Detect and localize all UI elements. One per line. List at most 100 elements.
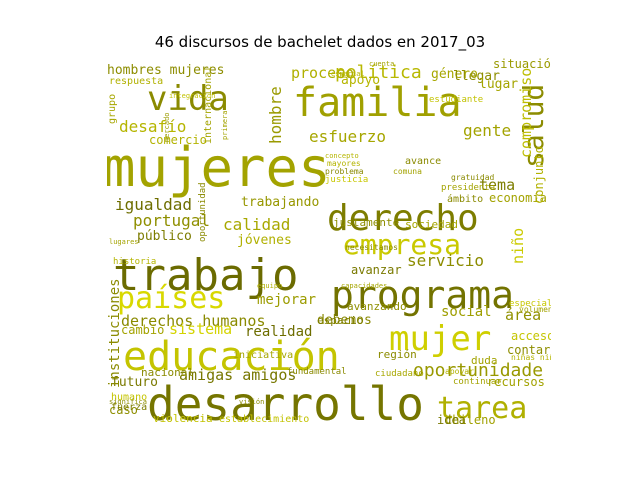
cloud-word: política [335, 62, 422, 83]
cloud-word: oportunidad [198, 182, 208, 242]
cloud-word: especialmente [509, 299, 551, 309]
cloud-word: economía [489, 191, 547, 205]
cloud-word: género [431, 67, 478, 82]
cloud-word: desafío [119, 117, 186, 136]
cloud-word: trabajando [241, 195, 319, 210]
cloud-word: sistema [169, 320, 232, 338]
cloud-word: jóvenes [237, 233, 292, 248]
cloud-word: igualdad [115, 195, 192, 214]
cloud-word: recursos [487, 375, 545, 389]
cloud-word: nacional [141, 366, 194, 379]
cloud-word: programa [331, 273, 514, 317]
cloud-word: mujeres [107, 136, 331, 199]
cloud-word: sociedad [405, 218, 458, 231]
cloud-word: iniciativa [233, 350, 293, 361]
cloud-word: significa [109, 398, 147, 406]
cloud-word: social [441, 304, 492, 320]
cloud-word: respuesta [109, 76, 163, 87]
cloud-word: área [505, 306, 541, 324]
cloud-word: realidad [245, 324, 312, 340]
cloud-word: público [137, 229, 192, 244]
cloud-word: equipo [257, 282, 282, 290]
cloud-word: proceso [291, 64, 354, 82]
cloud-word: mejorar [257, 292, 316, 308]
cloud-word: esfuerzo [309, 127, 386, 146]
cloud-word: situación [493, 58, 551, 71]
cloud-word: comuna [393, 167, 422, 176]
cloud-word: primera [221, 110, 229, 140]
word-cloud-canvas: mujeres trabajo familia derecho programa educ… [107, 58, 551, 428]
cloud-word: avance [405, 156, 441, 167]
cloud-word: gente [463, 121, 511, 140]
cloud-word: lugar [479, 77, 518, 92]
cloud-word: espacial [331, 70, 365, 78]
cloud-word: trabajo [113, 250, 298, 301]
cloud-word: derecho [327, 198, 479, 239]
cloud-word: países [117, 281, 225, 316]
cloud-word: problema [325, 167, 364, 176]
cloud-word: gratuidad [451, 173, 495, 182]
cloud-word: servicio [407, 251, 484, 270]
cloud-word: apoyo [341, 73, 380, 88]
cloud-word: mujer [389, 319, 491, 359]
cloud-word: desarrollo [147, 377, 424, 428]
cloud-word: fuerza [111, 402, 147, 413]
cloud-word: capacidades [341, 282, 387, 290]
word-cloud: mujeres trabajo familia derecho programa educ… [107, 58, 551, 428]
cloud-word: niñas niños [511, 353, 551, 362]
cloud-word: estudiante [429, 95, 483, 105]
cloud-word: presidenta [441, 183, 495, 193]
cloud-word: amigas amigos [179, 366, 296, 384]
cloud-word: justamente [333, 216, 399, 229]
cloud-word: avanzar [351, 263, 402, 277]
cloud-word: idea [437, 413, 466, 427]
cloud-word: niño [509, 228, 527, 264]
cloud-word: instituciones [107, 278, 123, 388]
cloud-word: internacional [203, 66, 214, 144]
cloud-word: concepto [325, 152, 359, 160]
cloud-word: historia [113, 257, 156, 267]
cloud-word: calidad [223, 215, 290, 234]
cloud-word: región [377, 348, 417, 361]
cloud-word: portugal [133, 211, 210, 230]
cloud-word: futuro [111, 375, 158, 390]
cloud-word: mercado [163, 112, 171, 142]
cloud-word: chileno [445, 413, 496, 427]
cloud-word: grupo [107, 94, 118, 124]
cloud-word: visión [239, 398, 264, 406]
cloud-word: integración [169, 92, 215, 100]
cloud-word: contar [507, 343, 550, 357]
cloud-word: debemos [317, 313, 372, 328]
cloud-word: llegar [453, 69, 500, 84]
cloud-word: cambio [121, 323, 164, 337]
cloud-word: salud [517, 84, 550, 168]
cloud-word: volumen [519, 305, 551, 314]
cloud-word: cuenta [369, 60, 394, 68]
cloud-word: acceso [511, 329, 551, 343]
cloud-word: violencia [153, 412, 213, 425]
cloud-word: comercio [149, 133, 207, 147]
cloud-word: justicia [325, 175, 368, 185]
cloud-word: avanzando [347, 300, 407, 313]
cloud-word: tarea [437, 391, 527, 426]
cloud-word: educación [123, 334, 340, 380]
cloud-word: conjunto [532, 146, 546, 204]
cloud-word: hombres mujeres [107, 63, 224, 78]
figure-title: 46 discursos de bachelet dados en 2017_0… [154, 33, 486, 51]
cloud-word: necesitamos [345, 243, 398, 252]
cloud-word: empresa [343, 228, 461, 261]
cloud-word: humano [111, 392, 147, 403]
cloud-word: lugares [109, 238, 139, 246]
cloud-word: apoyar [445, 367, 474, 376]
cloud-word: duda [471, 354, 498, 367]
cloud-word: oportunidade [413, 360, 543, 381]
cloud-word: establecimiento [219, 414, 309, 425]
cloud-word: ámbito [447, 193, 483, 205]
cloud-word: hombre [266, 86, 285, 144]
cloud-word: continuar [453, 377, 502, 387]
cloud-word: familia [293, 80, 462, 126]
cloud-word: derechos humanos [121, 312, 266, 330]
cloud-word: tema [479, 176, 515, 194]
cloud-word: caso [109, 403, 138, 417]
cloud-word: compromiso [517, 68, 535, 158]
